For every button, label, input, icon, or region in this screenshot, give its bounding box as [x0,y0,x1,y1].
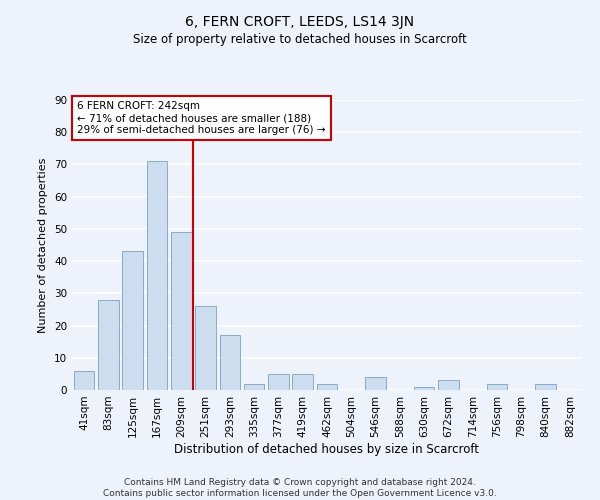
Bar [195,306,216,390]
Bar [268,374,289,390]
Bar [122,252,143,390]
Text: 6 FERN CROFT: 242sqm
← 71% of detached houses are smaller (188)
29% of semi-deta: 6 FERN CROFT: 242sqm ← 71% of detached h… [77,102,326,134]
Bar [535,384,556,390]
Text: 6, FERN CROFT, LEEDS, LS14 3JN: 6, FERN CROFT, LEEDS, LS14 3JN [185,15,415,29]
Bar [244,384,265,390]
Bar [317,384,337,390]
X-axis label: Distribution of detached houses by size in Scarcroft: Distribution of detached houses by size … [175,442,479,456]
Bar [438,380,459,390]
Bar [171,232,191,390]
Text: Contains HM Land Registry data © Crown copyright and database right 2024.
Contai: Contains HM Land Registry data © Crown c… [103,478,497,498]
Bar [487,384,508,390]
Y-axis label: Number of detached properties: Number of detached properties [38,158,49,332]
Text: Size of property relative to detached houses in Scarcroft: Size of property relative to detached ho… [133,32,467,46]
Bar [74,370,94,390]
Bar [98,300,119,390]
Bar [220,335,240,390]
Bar [365,377,386,390]
Bar [292,374,313,390]
Bar [414,387,434,390]
Bar [146,161,167,390]
